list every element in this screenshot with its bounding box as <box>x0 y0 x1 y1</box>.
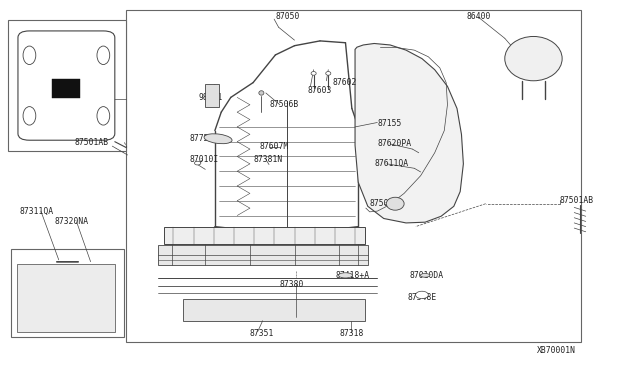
Text: 87381N: 87381N <box>253 155 282 164</box>
Bar <box>157 245 368 265</box>
Text: 87418+A: 87418+A <box>336 271 370 280</box>
Ellipse shape <box>387 197 404 210</box>
Ellipse shape <box>505 36 562 81</box>
Text: 87010DA: 87010DA <box>409 271 444 280</box>
Text: 87620PA: 87620PA <box>378 140 412 148</box>
Text: 87311QA: 87311QA <box>19 206 53 216</box>
Bar <box>52 79 81 99</box>
Polygon shape <box>17 263 115 332</box>
Text: 87348E: 87348E <box>408 293 437 302</box>
Text: 87010I: 87010I <box>189 155 219 164</box>
Text: 87351: 87351 <box>250 329 275 338</box>
Text: 87501AB: 87501AB <box>75 138 109 147</box>
Ellipse shape <box>311 71 316 75</box>
Bar <box>125 10 581 342</box>
Ellipse shape <box>97 46 109 64</box>
Text: 87602: 87602 <box>333 78 357 87</box>
Bar <box>183 299 365 321</box>
Ellipse shape <box>97 107 109 125</box>
Text: 87380: 87380 <box>279 280 303 289</box>
Ellipse shape <box>23 46 36 64</box>
Text: 87050: 87050 <box>275 12 300 22</box>
Text: 985H1: 985H1 <box>199 93 223 102</box>
Polygon shape <box>164 227 365 244</box>
Ellipse shape <box>339 273 353 278</box>
FancyBboxPatch shape <box>18 31 115 140</box>
Ellipse shape <box>326 71 331 75</box>
Bar <box>8 20 125 151</box>
Bar <box>11 249 124 337</box>
Ellipse shape <box>23 107 36 125</box>
Text: 87501AB: 87501AB <box>559 196 594 205</box>
Polygon shape <box>355 44 463 223</box>
Text: 87155: 87155 <box>378 119 402 128</box>
Text: 86400: 86400 <box>467 12 491 21</box>
Text: 87506B: 87506B <box>269 100 298 109</box>
Text: 87607M: 87607M <box>259 142 289 151</box>
Ellipse shape <box>420 273 430 277</box>
Text: 87603: 87603 <box>307 86 332 94</box>
Text: 87611QA: 87611QA <box>374 159 408 169</box>
Text: 87318: 87318 <box>339 329 364 338</box>
Bar <box>205 84 220 107</box>
Ellipse shape <box>415 291 428 299</box>
Text: 87750M: 87750M <box>189 134 219 143</box>
Text: 87507+A: 87507+A <box>370 199 404 208</box>
Ellipse shape <box>204 134 232 144</box>
Ellipse shape <box>195 161 201 165</box>
Text: 87320NA: 87320NA <box>54 217 88 226</box>
Text: XB70001N: XB70001N <box>537 346 575 355</box>
Ellipse shape <box>259 91 264 95</box>
